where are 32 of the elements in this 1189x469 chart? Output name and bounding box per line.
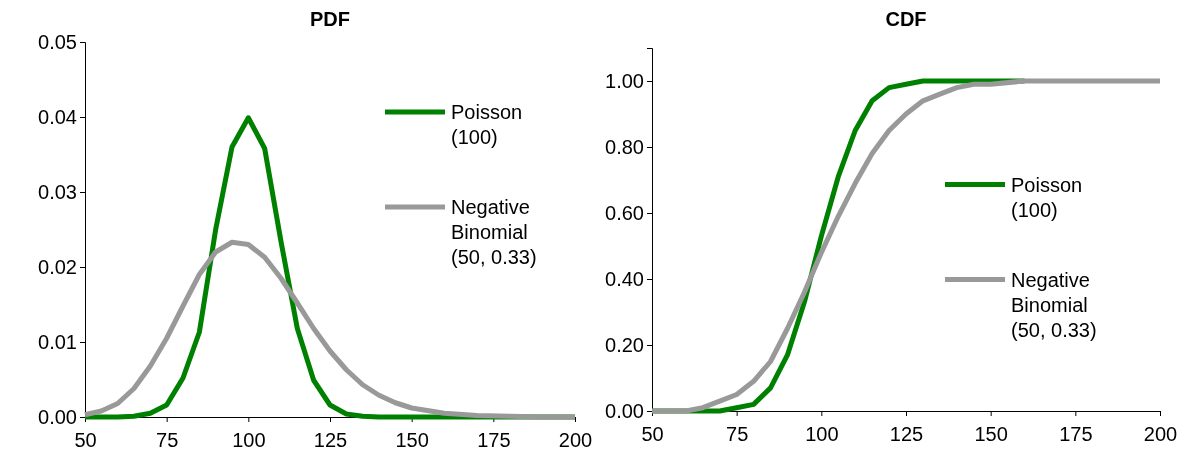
y-tick-label: 0.03 bbox=[38, 180, 77, 203]
y-tick-label: 0.20 bbox=[605, 333, 644, 356]
y-tick-label: 0.80 bbox=[605, 135, 644, 158]
chart-title: PDF bbox=[310, 8, 350, 30]
x-tick-label: 200 bbox=[1143, 423, 1178, 445]
legend-label: Negative Binomial (50, 0.33) bbox=[1011, 268, 1097, 341]
x-tick-label: 100 bbox=[232, 429, 266, 451]
x-tick-label: 150 bbox=[395, 429, 429, 451]
x-tick-label: 75 bbox=[156, 429, 179, 451]
y-tick-label: 0.60 bbox=[605, 201, 644, 224]
x-tick-label: 150 bbox=[974, 423, 1008, 445]
x-tick-label: 125 bbox=[889, 423, 924, 445]
chart-title: CDF bbox=[885, 8, 927, 30]
y-tick-label: 1.00 bbox=[605, 69, 644, 92]
y-tick-label: 0.40 bbox=[605, 267, 644, 290]
x-tick-label: 75 bbox=[726, 423, 749, 445]
y-tick-label: 0.04 bbox=[38, 105, 77, 128]
y-tick-label: 0.00 bbox=[605, 399, 644, 422]
y-tick-label: 0.00 bbox=[38, 405, 77, 428]
y-tick-label: 0.01 bbox=[38, 330, 77, 353]
legend-label: Negative Binomial (50, 0.33) bbox=[451, 196, 537, 268]
x-tick-label: 50 bbox=[641, 423, 664, 445]
x-tick-label: 175 bbox=[477, 429, 511, 451]
x-tick-label: 125 bbox=[313, 429, 348, 451]
legend-label: Poisson (100) bbox=[451, 101, 523, 148]
x-tick-label: 175 bbox=[1059, 423, 1093, 445]
y-tick-label: 0.05 bbox=[38, 30, 77, 53]
x-tick-label: 100 bbox=[805, 423, 839, 445]
y-tick-label: 0.02 bbox=[38, 255, 77, 278]
x-tick-label: 50 bbox=[74, 429, 97, 451]
legend-label: Poisson (100) bbox=[1011, 173, 1083, 221]
x-tick-label: 200 bbox=[558, 429, 593, 451]
